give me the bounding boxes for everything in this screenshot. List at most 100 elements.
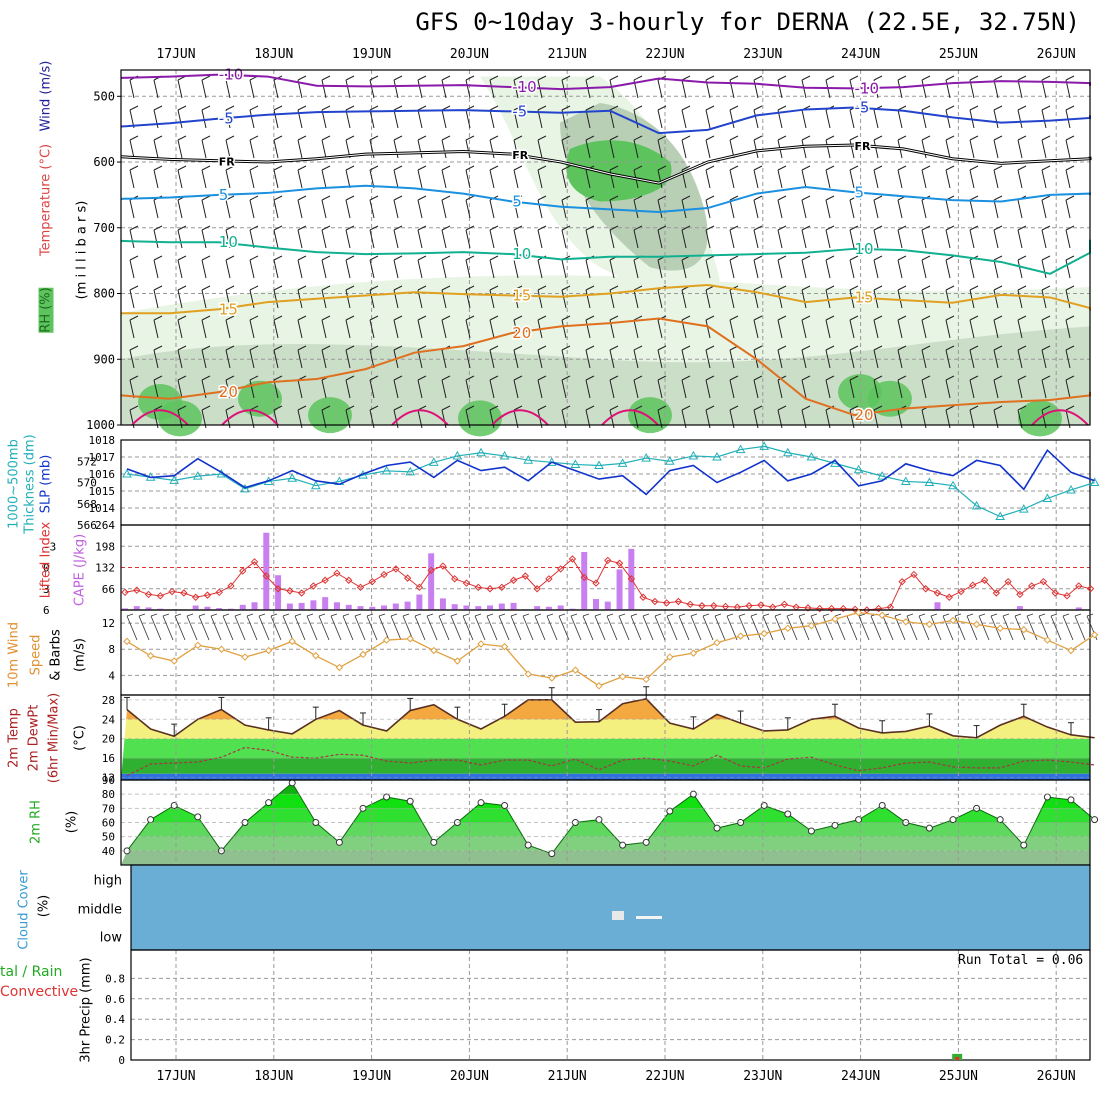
thickness-point <box>948 480 958 490</box>
date-label-top: 26JUN <box>1036 47 1076 62</box>
lifted-index-point <box>403 574 412 582</box>
rh-point <box>878 802 886 809</box>
lifted-index-tick-label: 6 <box>43 604 50 617</box>
pressure-tick-label: 1000 <box>86 418 115 432</box>
cape-bar <box>133 606 140 610</box>
lifted-index-point <box>1075 582 1083 590</box>
temp-contour-25 <box>391 409 449 426</box>
lifted-index-point <box>333 569 341 577</box>
contour-label: FR <box>512 149 529 162</box>
contour-label: 10 <box>512 245 531 263</box>
lifted-index-tick-label: 3 <box>43 583 50 596</box>
date-label-top: 19JUN <box>352 47 392 62</box>
wind-speed-point <box>146 652 155 660</box>
date-label-bottom: 19JUN <box>352 1069 392 1084</box>
precip-tick-label: 0.2 <box>105 1034 125 1047</box>
wind-speed-point <box>831 615 839 623</box>
thickness-point <box>712 451 722 461</box>
rh-tick-label: 40 <box>102 845 115 858</box>
lifted-index-point <box>191 593 200 601</box>
lifted-index-point <box>839 604 847 613</box>
wind-speed-point <box>784 624 792 633</box>
lifted-index-point <box>804 604 812 612</box>
thickness-tick-label: 570 <box>77 477 97 490</box>
wind-speed-point <box>359 650 367 659</box>
cloud-cell <box>636 916 662 919</box>
precip-panel-frame <box>130 949 1091 1061</box>
lifted-index-point <box>474 583 482 592</box>
cape-bar <box>345 604 352 610</box>
date-label-bottom: 26JUN <box>1036 1069 1076 1084</box>
cape-bar <box>192 605 199 610</box>
lifted-index-point <box>1016 590 1024 599</box>
slp-line <box>126 448 1095 496</box>
lifted-index-point <box>568 555 577 563</box>
rh-point <box>1091 816 1099 824</box>
lifted-index-point <box>309 582 318 590</box>
lifted-index-point <box>450 575 459 583</box>
lifted-index-point <box>486 585 494 593</box>
rh-point <box>925 824 933 832</box>
rh-point <box>548 850 556 858</box>
label-2m-dewpt: 2m DewPt <box>26 704 42 772</box>
label-cloud-units: (%) <box>36 894 52 918</box>
cape-bar <box>1075 607 1082 610</box>
lifted-index-point <box>1086 585 1095 593</box>
temp-tick-label: 16 <box>102 752 115 765</box>
contour-label: 10 <box>855 240 874 258</box>
wind-speed-point <box>642 675 650 684</box>
contour-label: 15 <box>512 286 531 304</box>
rh-point <box>996 816 1004 824</box>
thickness-point <box>452 450 463 460</box>
temp-tick-label: 28 <box>102 694 115 707</box>
date-label-bottom: 18JUN <box>254 1069 294 1084</box>
thickness-point <box>995 511 1006 520</box>
label-thickness: 1000~500mb <box>6 439 22 529</box>
rh-point <box>430 838 438 846</box>
lifted-index-point <box>368 577 376 586</box>
thickness-point <box>688 450 699 460</box>
pressure-tick-label: 500 <box>93 89 115 103</box>
rh-tick-label: 70 <box>102 802 115 815</box>
lifted-index-point <box>345 576 353 584</box>
wind-speed-point <box>854 608 863 617</box>
cape-bar <box>392 603 399 610</box>
thickness-point <box>570 459 581 468</box>
temp-contour-25 <box>1031 409 1089 426</box>
lifted-index-point <box>380 570 388 579</box>
thickness-point <box>641 453 652 462</box>
rh-point <box>335 838 343 846</box>
lifted-index-point <box>933 589 942 597</box>
lifted-index-point <box>910 570 918 579</box>
lifted-index-point <box>969 581 977 589</box>
label-cloud-cover: Cloud Cover <box>16 870 32 950</box>
label-10m-wind: 10m Wind <box>6 621 22 689</box>
contour-label: 5 <box>219 186 229 204</box>
cape-bar <box>216 608 223 610</box>
date-label-bottom: 22JUN <box>645 1069 685 1084</box>
contour-label: FR <box>855 140 872 153</box>
temp-contour-25 <box>221 409 279 426</box>
rh-point <box>524 841 532 849</box>
lifted-index-point <box>827 604 836 613</box>
thickness-tick-label: 572 <box>77 455 97 468</box>
cloud-cell <box>612 911 624 920</box>
rh-tick-label: 80 <box>102 788 115 801</box>
lifted-index-point <box>498 583 506 592</box>
wind-speed-point <box>123 637 131 646</box>
thickness-point <box>476 447 486 457</box>
wind-speed-point <box>949 616 957 625</box>
slp-tick-label: 1015 <box>89 485 116 498</box>
cape-bar <box>475 606 482 610</box>
lifted-index-point <box>545 575 553 583</box>
wind-speed-point <box>571 666 580 674</box>
lifted-index-point <box>392 565 400 573</box>
cape-bar <box>487 605 494 610</box>
slp-tick-label: 1017 <box>89 451 116 464</box>
rh-point <box>713 824 721 832</box>
date-label-bottom: 25JUN <box>938 1069 978 1084</box>
lifted-index-point <box>203 591 212 599</box>
cape-bar <box>404 601 411 610</box>
thickness-point <box>523 455 534 464</box>
